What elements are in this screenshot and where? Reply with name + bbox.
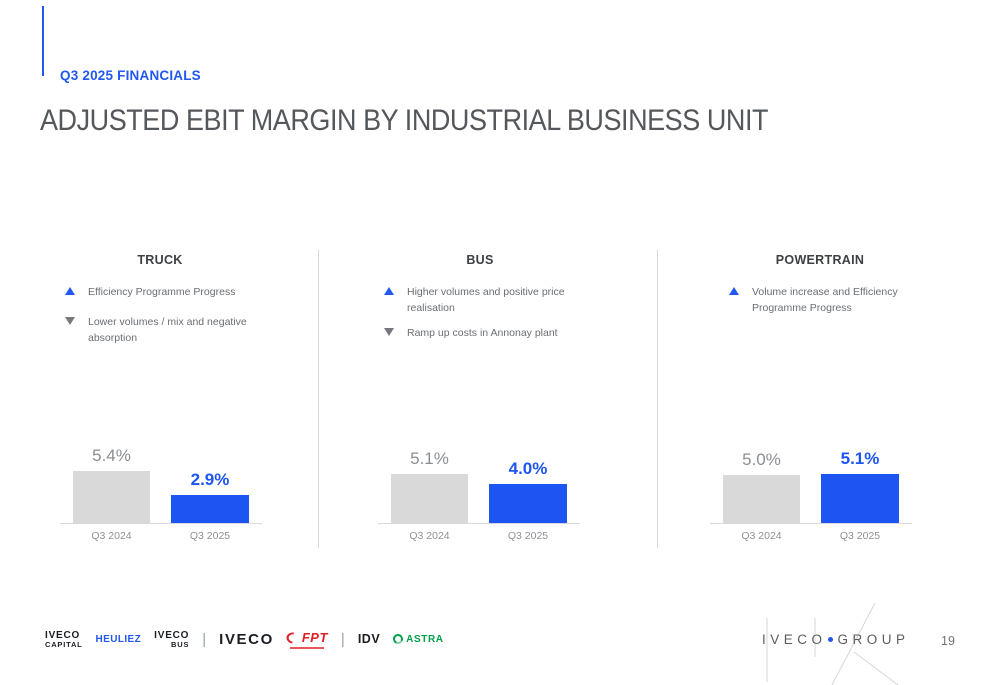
bar-group: 2.9% <box>171 470 249 523</box>
iveco-logo: IVECO <box>219 630 274 648</box>
x-axis: Q3 2024 Q3 2025 <box>378 530 580 548</box>
section-title: TRUCK <box>137 253 183 267</box>
column-divider <box>657 250 658 548</box>
astra-logo: ASTRA <box>391 632 444 646</box>
bullet-row: Volume increase and Efficiency Programme… <box>729 285 940 317</box>
bar-q3-2025 <box>171 494 249 523</box>
bullet-text: Higher volumes and positive price realis… <box>407 286 565 314</box>
fpt-tagline-rule <box>290 647 325 649</box>
section-truck: TRUCK Efficiency Programme Progress Lowe… <box>40 253 280 346</box>
bar-value-label: 5.1% <box>840 448 880 468</box>
fpt-logo: FPT <box>283 629 328 649</box>
axis-label: Q3 2024 <box>91 530 132 542</box>
idv-logo: IDV <box>357 632 381 647</box>
x-axis: Q3 2024 Q3 2025 <box>60 530 262 548</box>
logo-text: IVECO <box>154 629 190 641</box>
column-divider <box>318 250 319 548</box>
logo-text: IVECO <box>762 632 827 647</box>
page-number: 19 <box>941 634 955 648</box>
section-powertrain: POWERTRAIN Volume increase and Efficienc… <box>700 253 940 317</box>
section-title: POWERTRAIN <box>775 253 865 267</box>
bullet-list: Efficiency Programme Progress Lower volu… <box>40 285 280 346</box>
bar-value-label: 5.0% <box>742 449 781 469</box>
heuliez-logo: HEULIEZ <box>95 633 142 645</box>
page-title: ADJUSTED EBIT MARGIN BY INDUSTRIAL BUSIN… <box>40 104 769 137</box>
plot-area: 5.0% 5.1% <box>710 440 912 524</box>
iveco-bus-logo: IVECO BUS <box>154 629 190 649</box>
axis-label: Q3 2025 <box>189 530 231 542</box>
bar-q3-2024 <box>73 470 150 523</box>
footer-brand-logos: IVECO CAPITAL HEULIEZ IVECO BUS | IVECO … <box>45 629 444 649</box>
bullet-row: Higher volumes and positive price realis… <box>384 285 600 317</box>
bar-q3-2024 <box>723 474 800 523</box>
iveco-group-logo: IVECO GROUP <box>762 632 910 647</box>
accent-bar <box>42 6 44 76</box>
bar-group: 5.4% <box>73 446 150 523</box>
bar-group: 5.1% <box>821 448 899 523</box>
logo-divider: | <box>202 630 207 648</box>
plot-area: 5.1% 4.0% <box>378 440 580 524</box>
bar-group: 5.0% <box>723 449 800 523</box>
plot-area: 5.4% 2.9% <box>60 440 262 524</box>
bullet-text: Ramp up costs in Annonay plant <box>407 326 558 339</box>
bar-q3-2025 <box>489 484 567 523</box>
fpt-swoosh-icon <box>283 629 303 646</box>
bar-value-label: 5.1% <box>410 448 449 468</box>
bullet-list: Volume increase and Efficiency Programme… <box>700 285 940 317</box>
bullet-row: Lower volumes / mix and negative absorpt… <box>65 315 280 347</box>
logo-text: ASTRA <box>406 633 444 645</box>
logo-text: BUS <box>171 639 190 649</box>
axis-label: Q3 2025 <box>507 530 549 542</box>
bar-value-label: 4.0% <box>508 459 548 479</box>
bar-group: 4.0% <box>489 459 567 523</box>
section-bus: BUS Higher volumes and positive price re… <box>360 253 600 341</box>
down-triangle-icon <box>65 316 75 325</box>
bar-chart-truck: 5.4% 2.9% Q3 2024 Q3 2025 <box>60 440 262 548</box>
logo-text: GROUP <box>837 632 910 647</box>
iveco-capital-logo: IVECO CAPITAL <box>45 629 83 649</box>
blue-dot-icon <box>827 637 833 642</box>
logo-divider: | <box>340 630 345 648</box>
bar-chart-bus: 5.1% 4.0% Q3 2024 Q3 2025 <box>378 440 580 548</box>
section-title: BUS <box>466 253 494 267</box>
up-triangle-icon <box>729 287 739 295</box>
bar-q3-2025 <box>821 473 899 523</box>
axis-label: Q3 2024 <box>409 530 450 542</box>
up-triangle-icon <box>384 287 394 295</box>
bar-value-label: 2.9% <box>190 469 230 489</box>
bar-group: 5.1% <box>391 448 468 523</box>
bullet-text: Volume increase and Efficiency Programme… <box>752 286 898 314</box>
bullet-row: Efficiency Programme Progress <box>65 285 280 301</box>
bullet-text: Lower volumes / mix and negative absorpt… <box>88 315 247 344</box>
bar-value-label: 5.4% <box>92 445 131 465</box>
bar-chart-powertrain: 5.0% 5.1% Q3 2024 Q3 2025 <box>710 440 912 548</box>
up-triangle-icon <box>65 287 75 295</box>
logo-text: IVECO <box>45 629 81 641</box>
bar-q3-2024 <box>391 473 468 523</box>
eyebrow: Q3 2025 FINANCIALS <box>60 68 201 83</box>
logo-text: FPT <box>301 630 328 645</box>
astra-ring-icon <box>391 632 405 646</box>
bullet-row: Ramp up costs in Annonay plant <box>384 326 600 342</box>
bullet-list: Higher volumes and positive price realis… <box>360 285 600 341</box>
axis-label: Q3 2025 <box>839 530 881 542</box>
bullet-text: Efficiency Programme Progress <box>88 286 236 298</box>
logo-text: CAPITAL <box>45 639 83 649</box>
group-logo-decorative-lines <box>766 602 899 685</box>
x-axis: Q3 2024 Q3 2025 <box>710 530 912 548</box>
down-triangle-icon <box>384 327 394 336</box>
axis-label: Q3 2024 <box>741 530 782 542</box>
